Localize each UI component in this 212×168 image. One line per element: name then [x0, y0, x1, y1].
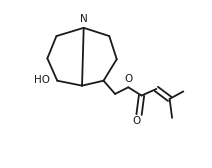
- Text: O: O: [132, 116, 140, 126]
- Text: HO: HO: [34, 75, 50, 85]
- Text: O: O: [124, 74, 133, 84]
- Text: N: N: [80, 14, 88, 24]
